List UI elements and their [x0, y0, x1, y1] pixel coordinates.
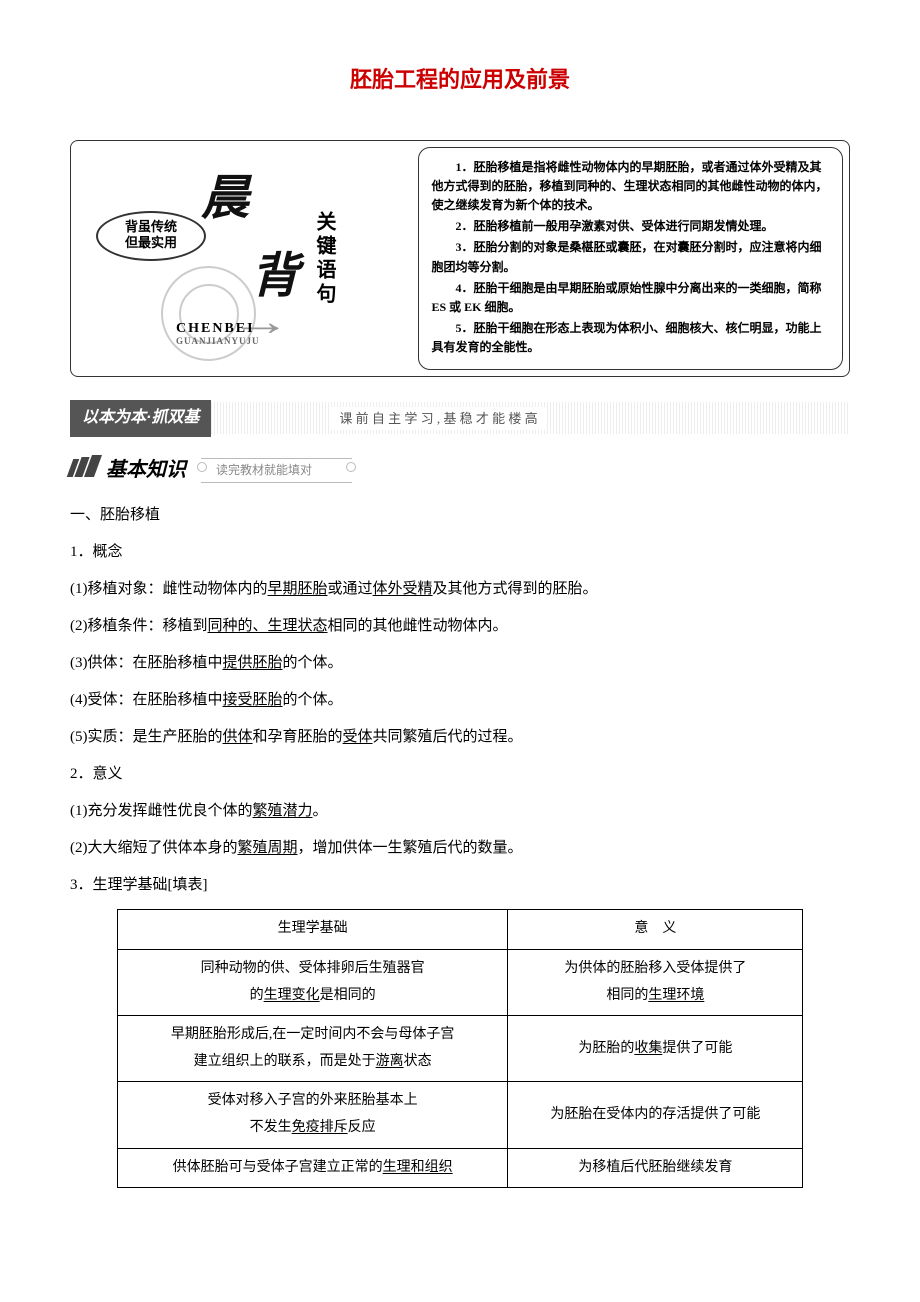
- content-body: 一、胚胎移植 1．概念 (1)移植对象：雌性动物体内的早期胚胎或通过体外受精及其…: [70, 502, 850, 1188]
- point: 1．胚胎移植是指将雌性动物体内的早期胚胎，或者通过体外受精及其他方式得到的胚胎，…: [431, 158, 830, 216]
- point: 2．胚胎移植前一般用孕激素对供、受体进行同期发情处理。: [431, 217, 830, 236]
- pinyin-sub: GUANJIANYUJU: [176, 333, 260, 349]
- td: 受体对移入子宫的外来胚胎基本上不发生免疫排斥反应: [117, 1082, 508, 1148]
- th: 意 义: [508, 910, 803, 950]
- chen-char: 晨: [201, 156, 299, 242]
- td: 同种动物的供、受体排卵后生殖器官的生理变化是相同的: [117, 950, 508, 1016]
- badge-line: 但最实用: [125, 235, 177, 250]
- heading: 2．意义: [70, 761, 850, 788]
- item: (3)供体：在胚胎移植中提供胚胎的个体。: [70, 650, 850, 677]
- td: 供体胚胎可与受体子宫建立正常的生理和组织: [117, 1148, 508, 1188]
- item: (2)大大缩短了供体本身的繁殖周期，增加供体一生繁殖后代的数量。: [70, 835, 850, 862]
- section-bar-title: 以本为本·抓双基: [70, 400, 211, 437]
- heading: 1．概念: [70, 539, 850, 566]
- vertical-label: 关键语句: [306, 211, 342, 307]
- section-bar: 以本为本·抓双基 课 前 自 主 学 习 , 基 稳 才 能 楼 高: [70, 402, 850, 434]
- chenbei-points: 1．胚胎移植是指将雌性动物体内的早期胚胎，或者通过体外受精及其他方式得到的胚胎，…: [418, 147, 843, 371]
- th: 生理学基础: [117, 910, 508, 950]
- physiology-table: 生理学基础 意 义 同种动物的供、受体排卵后生殖器官的生理变化是相同的 为供体的…: [117, 909, 803, 1188]
- basic-knowledge-header: 基本知识 读完教材就能填对: [70, 452, 850, 488]
- td: 早期胚胎形成后,在一定时间内不会与母体子宫建立组织上的联系，而是处于游离状态: [117, 1016, 508, 1082]
- item: (1)移植对象：雌性动物体内的早期胚胎或通过体外受精及其他方式得到的胚胎。: [70, 576, 850, 603]
- td: 为供体的胚胎移入受体提供了相同的生理环境: [508, 950, 803, 1016]
- point: 4．胚胎干细胞是由早期胚胎或原始性腺中分离出来的一类细胞，简称 ES 或 EK …: [431, 279, 830, 317]
- heading: 3．生理学基础[填表]: [70, 872, 850, 899]
- kb-title: 基本知识: [106, 452, 186, 488]
- chenbei-badge: 背虽传统 但最实用: [96, 211, 206, 261]
- point: 5．胚胎干细胞在形态上表现为体积小、细胞核大、核仁明显，功能上具有发育的全能性。: [431, 319, 830, 357]
- chenbei-callout: 背虽传统 但最实用 晨 背 → 关键语句 CHENBEI GUANJIANYUJ…: [70, 140, 850, 378]
- kb-subtitle: 读完教材就能填对: [201, 458, 352, 484]
- item: (4)受体：在胚胎移植中接受胚胎的个体。: [70, 687, 850, 714]
- bars-icon: [70, 455, 100, 486]
- section-bar-sub: 课 前 自 主 学 习 , 基 稳 才 能 楼 高: [331, 407, 545, 430]
- td: 为胚胎的收集提供了可能: [508, 1016, 803, 1082]
- item: (1)充分发挥雌性优良个体的繁殖潜力。: [70, 798, 850, 825]
- main-title: 胚胎工程的应用及前景: [70, 60, 850, 100]
- item: (5)实质：是生产胚胎的供体和孕育胚胎的受体共同繁殖后代的过程。: [70, 724, 850, 751]
- badge-line: 背虽传统: [125, 219, 177, 234]
- heading: 一、胚胎移植: [70, 502, 850, 529]
- point: 3．胚胎分割的对象是桑椹胚或囊胚，在对囊胚分割时，应注意将内细胞团均等分割。: [431, 238, 830, 276]
- td: 为胚胎在受体内的存活提供了可能: [508, 1082, 803, 1148]
- item: (2)移植条件：移植到同种的、生理状态相同的其他雌性动物体内。: [70, 613, 850, 640]
- chenbei-graphic-area: 背虽传统 但最实用 晨 背 → 关键语句 CHENBEI GUANJIANYUJ…: [71, 141, 418, 377]
- td: 为移植后代胚胎继续发育: [508, 1148, 803, 1188]
